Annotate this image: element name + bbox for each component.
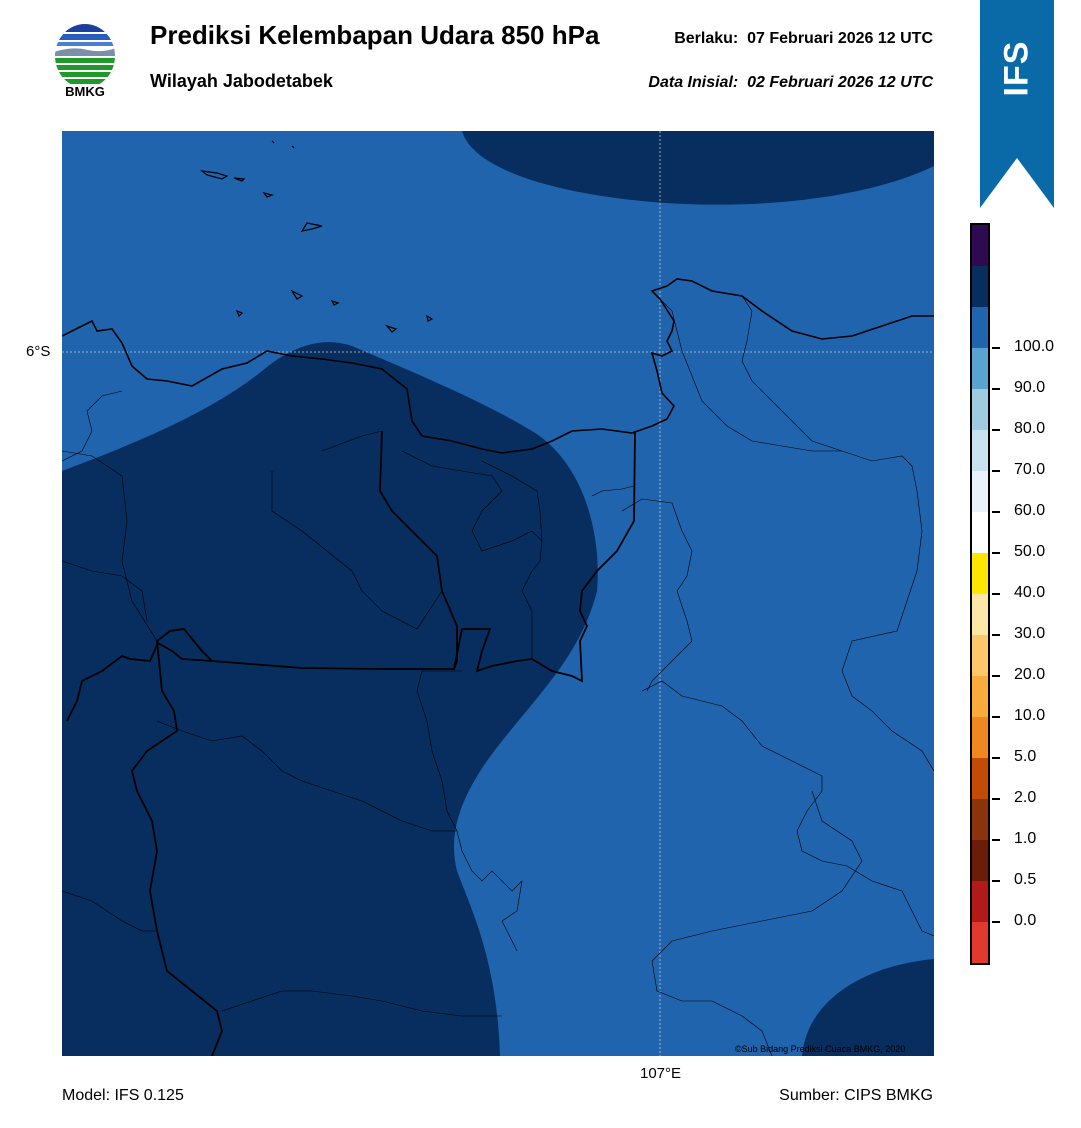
colorbar-segment: [972, 594, 988, 635]
ribbon-label: IFS: [980, 38, 1054, 98]
colorbar-label: 70.0: [1014, 461, 1046, 478]
region-subtitle: Wilayah Jabodetabek: [150, 71, 333, 91]
colorbar-tick: [992, 675, 1000, 677]
colorbar: [970, 223, 990, 965]
valid-label: Berlaku:: [674, 30, 739, 47]
copyright-text: ©Sub Bidang Prediksi Cuaca BMKG, 2020: [735, 1044, 906, 1054]
province-boundary-east: [453, 430, 636, 683]
init-time-value: 02 Februari 2026 12 UTC: [747, 74, 933, 91]
colorbar-segment: [972, 717, 988, 758]
logo-text: BMKG: [65, 84, 105, 99]
colorbar-label: 2.0: [1014, 789, 1037, 806]
ifs-ribbon: [980, 0, 1054, 208]
colorbar-segment: [972, 430, 988, 471]
colorbar-segment: [972, 840, 988, 881]
longitude-label: 107°E: [640, 1065, 682, 1082]
colorbar-segment: [972, 307, 988, 348]
colorbar-segment: [972, 471, 988, 512]
colorbar-tick: [992, 347, 1000, 349]
colorbar-tick: [992, 634, 1000, 636]
colorbar-tick: [992, 470, 1000, 472]
coastline: [62, 278, 934, 454]
valid-time-value: 07 Februari 2026 12 UTC: [747, 30, 933, 47]
source-label: Sumber: CIPS BMKG: [779, 1087, 933, 1104]
humidity-90-100-corner: [802, 959, 934, 1056]
colorbar-label: 0.0: [1014, 912, 1037, 929]
colorbar-segment: [972, 758, 988, 799]
valid-time: Berlaku: 07 Februari 2026 12 UTC: [674, 30, 933, 48]
humidity-90-100-region: [62, 342, 598, 1056]
colorbar-segment: [972, 389, 988, 430]
colorbar-segment: [972, 553, 988, 594]
colorbar-segment: [972, 348, 988, 389]
colorbar-tick: [992, 839, 1000, 841]
humidity-map: [62, 131, 934, 1056]
colorbar-tick: [992, 716, 1000, 718]
colorbar-label: 40.0: [1014, 584, 1046, 601]
colorbar-label: 20.0: [1014, 666, 1046, 683]
ribbon-text: IFS: [997, 40, 1036, 96]
model-label: Model: IFS 0.125: [62, 1087, 184, 1104]
colorbar-tick: [992, 552, 1000, 554]
init-time: Data Inisial: 02 Februari 2026 12 UTC: [648, 74, 933, 92]
colorbar-label: 30.0: [1014, 625, 1046, 642]
province-boundary-south: [131, 628, 223, 1056]
colorbar-label: 100.0: [1014, 338, 1055, 355]
colorbar-tick: [992, 593, 1000, 595]
colorbar-segment: [972, 922, 988, 963]
colorbar-label: 90.0: [1014, 379, 1046, 396]
colorbar-label: 0.5: [1014, 871, 1037, 888]
colorbar-label: 10.0: [1014, 707, 1046, 724]
colorbar-label: 60.0: [1014, 502, 1046, 519]
bmkg-logo-icon: [55, 24, 115, 88]
colorbar-tick: [992, 757, 1000, 759]
init-label: Data Inisial:: [648, 74, 739, 91]
colorbar-segment: [972, 225, 988, 266]
colorbar-tick: [992, 921, 1000, 923]
thousand-islands: [199, 140, 434, 333]
colorbar-label: 5.0: [1014, 748, 1037, 765]
colorbar-segment: [972, 512, 988, 553]
colorbar-segment: [972, 266, 988, 307]
colorbar-tick: [992, 880, 1000, 882]
latitude-label: 6°S: [26, 343, 51, 360]
page-title: Prediksi Kelembapan Udara 850 hPa: [150, 20, 600, 50]
colorbar-segment: [972, 799, 988, 840]
colorbar-segment: [972, 676, 988, 717]
humidity-90-100-top: [462, 131, 934, 205]
colorbar-tick: [992, 798, 1000, 800]
district-boundaries: [62, 295, 934, 1056]
colorbar-segment: [972, 635, 988, 676]
colorbar-segment: [972, 881, 988, 922]
colorbar-tick: [992, 388, 1000, 390]
colorbar-label: 50.0: [1014, 543, 1046, 560]
colorbar-tick: [992, 429, 1000, 431]
colorbar-tick: [992, 511, 1000, 513]
colorbar-label: 80.0: [1014, 420, 1046, 437]
colorbar-label: 1.0: [1014, 830, 1037, 847]
